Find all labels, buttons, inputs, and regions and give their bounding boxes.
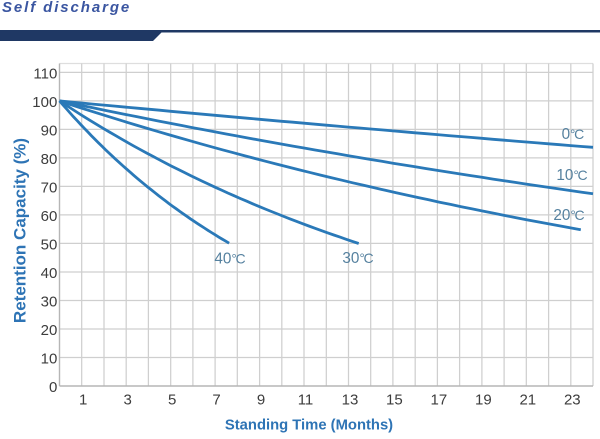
svg-text:40: 40 (41, 265, 58, 282)
svg-text:13: 13 (342, 392, 359, 409)
svg-text:7: 7 (212, 392, 220, 409)
svg-text:3: 3 (124, 392, 132, 409)
svg-text:40°C: 40°C (214, 250, 245, 267)
svg-text:50: 50 (41, 237, 58, 254)
svg-text:17: 17 (431, 392, 448, 409)
svg-text:30: 30 (41, 294, 58, 311)
svg-text:Standing Time (Months): Standing Time (Months) (225, 418, 393, 434)
svg-text:100: 100 (32, 94, 57, 111)
svg-text:10°C: 10°C (556, 167, 587, 184)
svg-text:110: 110 (33, 66, 57, 83)
svg-text:5: 5 (168, 392, 176, 409)
svg-text:0°C: 0°C (562, 126, 585, 143)
svg-text:9: 9 (257, 392, 265, 409)
svg-text:23: 23 (564, 392, 581, 409)
svg-text:20°C: 20°C (553, 207, 584, 224)
svg-text:80: 80 (41, 151, 58, 168)
svg-text:30°C: 30°C (342, 250, 373, 267)
svg-text:60: 60 (41, 208, 58, 225)
svg-text:Retention Capacity (%): Retention Capacity (%) (11, 138, 30, 323)
svg-text:19: 19 (475, 392, 492, 409)
svg-text:11: 11 (298, 392, 314, 409)
svg-text:21: 21 (519, 392, 536, 409)
svg-text:10: 10 (41, 351, 58, 368)
svg-text:1: 1 (79, 392, 87, 409)
svg-text:15: 15 (386, 392, 403, 409)
svg-text:20: 20 (41, 322, 58, 339)
svg-text:0: 0 (49, 379, 57, 396)
svg-text:90: 90 (41, 123, 58, 140)
svg-text:70: 70 (41, 180, 58, 197)
